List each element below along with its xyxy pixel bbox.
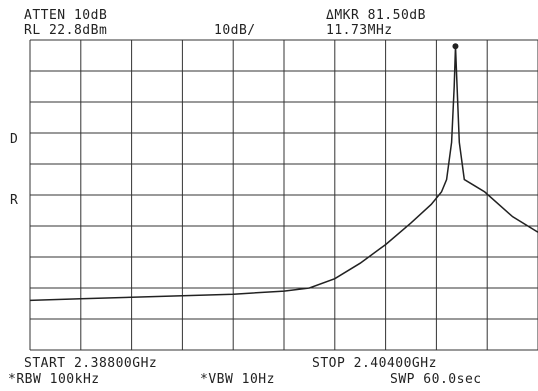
graticule [29,39,538,351]
spectrum-trace [29,46,538,302]
side-label-d: D [10,132,19,147]
atten-readout: ATTEN 10dB [24,8,108,23]
sweep-time-readout: SWP 60.0sec [390,372,482,387]
vbw-readout: *VBW 10Hz [200,372,275,387]
ref-level-readout: RL 22.8dBm [24,23,108,38]
peak-marker [452,43,459,50]
marker-freq-readout: 11.73MHz [326,23,393,38]
scale-readout: 10dB/ [214,23,256,38]
rbw-readout: *RBW 100kHz [8,372,100,387]
start-freq-readout: START 2.38800GHz [24,356,158,371]
stop-freq-readout: STOP 2.40400GHz [312,356,437,371]
side-label-r: R [10,193,19,208]
marker-delta-readout: ΔMKR 81.50dB [326,8,426,23]
marker-dot [452,43,459,50]
